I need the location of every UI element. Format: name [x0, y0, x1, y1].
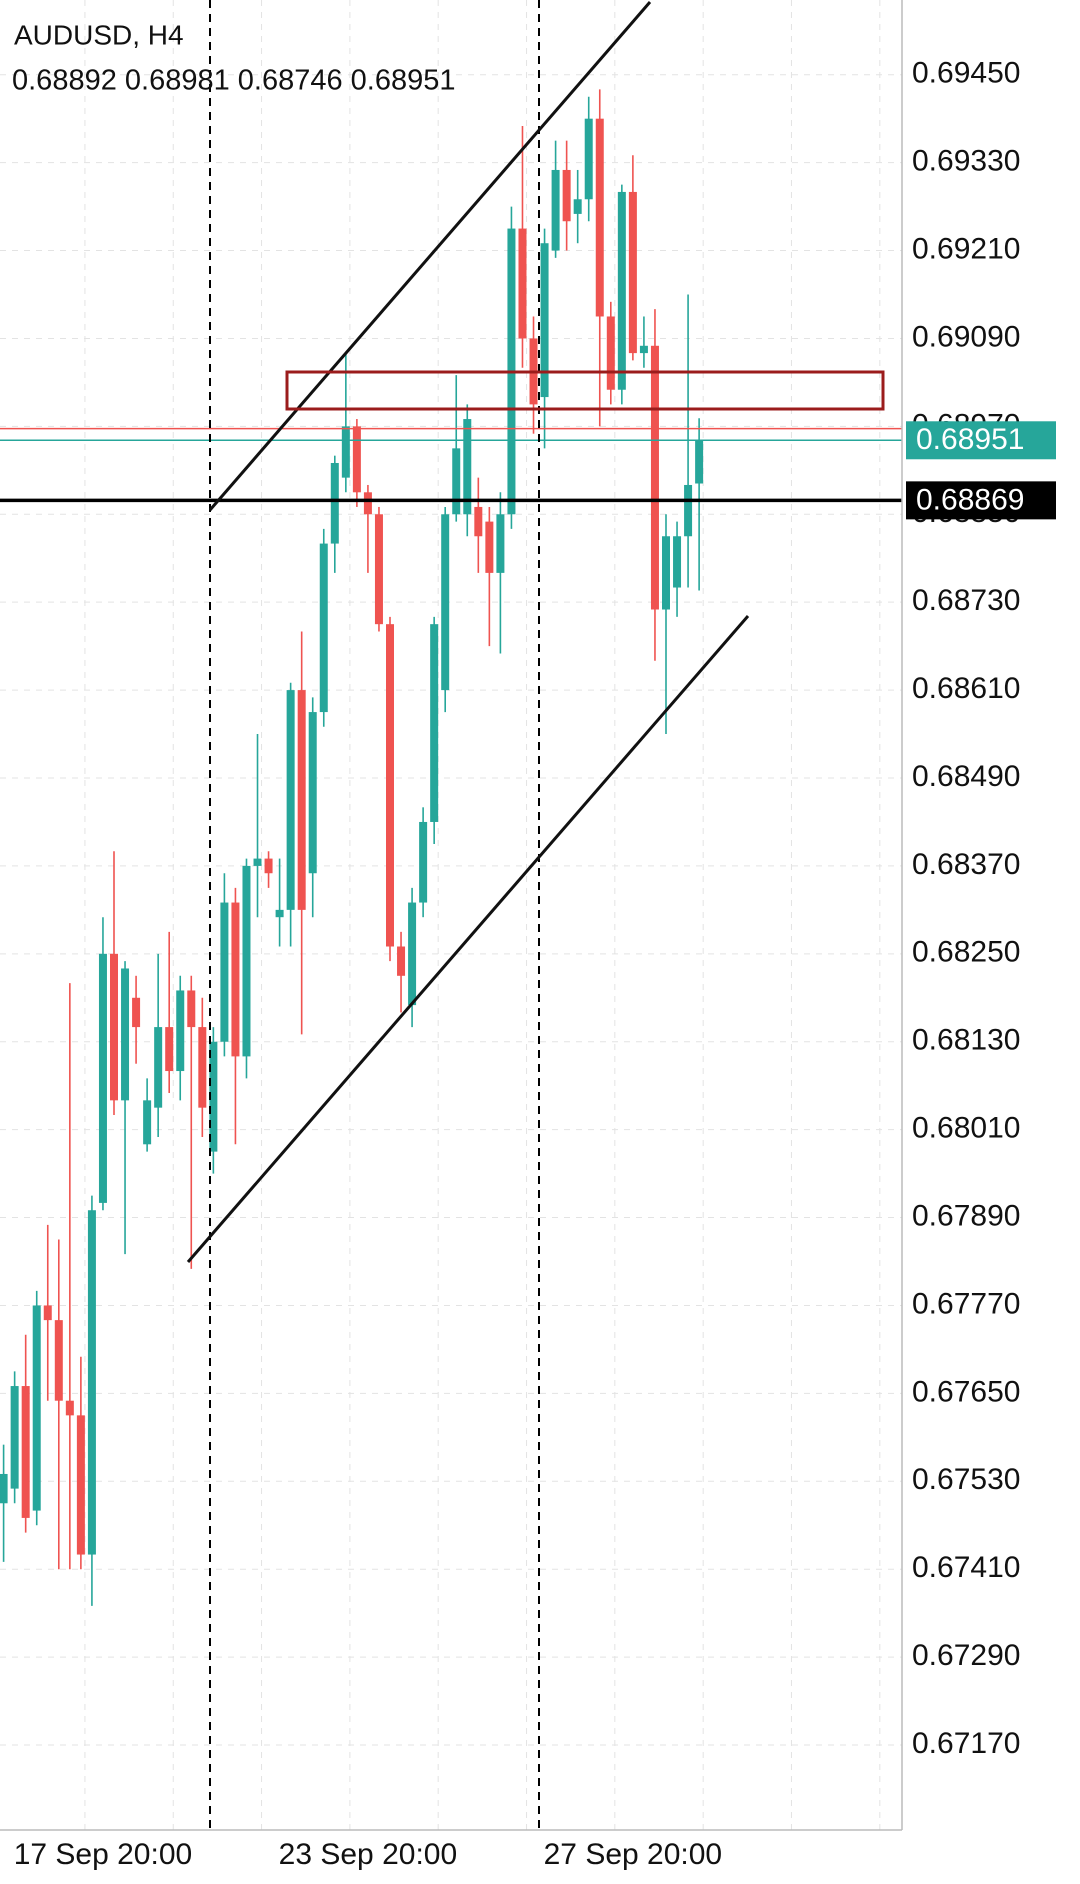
trend-line: [186, 615, 750, 1263]
y-tick-label: 0.69210: [912, 232, 1020, 265]
y-tick-label: 0.67170: [912, 1727, 1020, 1760]
y-tick-label: 0.67410: [912, 1551, 1020, 1584]
candle-body: [308, 712, 317, 874]
y-tick-label: 0.67770: [912, 1287, 1020, 1320]
y-tick-label: 0.68490: [912, 760, 1020, 793]
y-tick-label: 0.67530: [912, 1463, 1020, 1496]
y-tick-label: 0.68610: [912, 672, 1020, 705]
candle-body: [673, 536, 682, 588]
chart-title: AUDUSD, H4: [14, 19, 184, 50]
candle-body: [452, 448, 461, 515]
y-tick-label: 0.68010: [912, 1112, 1020, 1145]
candle-body: [463, 419, 472, 515]
y-tick-label: 0.68130: [912, 1024, 1020, 1057]
candle-body: [639, 345, 648, 354]
candle-body: [253, 858, 262, 866]
candle-body: [386, 624, 394, 947]
plot: [0, 89, 902, 1606]
y-tick-label: 0.68370: [912, 848, 1020, 881]
y-tick-label: 0.68730: [912, 584, 1020, 617]
candle-body: [595, 118, 604, 317]
candle-body: [54, 1320, 63, 1401]
price-label: 0.68951: [916, 423, 1024, 456]
candle-body: [330, 462, 339, 544]
y-tick-label: 0.67650: [912, 1375, 1020, 1408]
candle-body: [21, 1386, 30, 1518]
candle-body: [485, 521, 494, 573]
chart-subtitle: 0.68892 0.68981 0.68746 0.68951: [12, 65, 455, 97]
price-label-box: [906, 481, 1056, 520]
candle-body: [98, 953, 107, 1203]
candle-body: [408, 902, 417, 1006]
candle-body: [286, 690, 295, 910]
candle-body: [606, 316, 615, 390]
candle-body: [374, 514, 383, 625]
candle-body: [65, 1400, 74, 1416]
candle-body: [474, 506, 483, 537]
trend-line: [208, 1, 652, 511]
y-tick-label: 0.69450: [912, 57, 1020, 90]
candle-body: [341, 426, 350, 478]
y-tick-label: 0.68250: [912, 936, 1020, 969]
candle-body: [143, 1100, 152, 1145]
candle-body: [209, 1041, 218, 1152]
x-tick-label: 17 Sep 20:00: [14, 1838, 193, 1871]
candle-body: [264, 858, 273, 874]
x-tick-label: 23 Sep 20:00: [279, 1838, 458, 1871]
candle-body: [540, 243, 549, 398]
candle-body: [76, 1415, 85, 1555]
candle-body: [650, 345, 659, 610]
candle-body: [363, 492, 372, 515]
candle-body: [684, 484, 693, 537]
x-tick-label: 27 Sep 20:00: [544, 1838, 723, 1871]
candle-body: [573, 199, 582, 214]
overlay: 0.694500.693300.692100.690900.689700.688…: [14, 57, 1056, 1871]
y-tick-label: 0.69330: [912, 145, 1020, 178]
candle-body: [584, 118, 593, 200]
candle-body: [242, 865, 251, 1057]
candle-body: [617, 191, 626, 390]
candle-body: [43, 1305, 52, 1321]
candle-body: [198, 1027, 207, 1108]
candle-body: [628, 191, 637, 354]
y-tick-label: 0.69090: [912, 320, 1020, 353]
y-tick-label: 0.67890: [912, 1199, 1020, 1232]
candle-body: [319, 543, 328, 713]
candle-body: [275, 909, 284, 918]
price-label-box: [906, 421, 1056, 460]
candle-body: [121, 968, 130, 1101]
candle-body: [0, 1473, 8, 1504]
candle-body: [430, 624, 439, 822]
candle-body: [132, 997, 141, 1028]
candle-body: [154, 1027, 163, 1108]
candle-body: [87, 1210, 96, 1555]
candle-body: [441, 514, 450, 691]
candle-body: [10, 1386, 19, 1489]
candle-body: [297, 690, 306, 910]
candle-body: [187, 990, 196, 1028]
candle-body: [220, 902, 229, 1042]
candle-body: [110, 953, 118, 1101]
candle-body: [562, 169, 571, 222]
candle-body: [397, 946, 406, 976]
candle-body: [32, 1305, 41, 1511]
grid: [0, 0, 902, 1830]
price-label: 0.68869: [916, 483, 1024, 516]
candle-body: [695, 440, 704, 484]
candle-body: [551, 169, 560, 251]
candle-body: [352, 426, 361, 493]
candle-body: [231, 902, 240, 1057]
zone-rectangle: [285, 370, 885, 411]
candle-body: [518, 228, 527, 339]
candle-body: [176, 990, 185, 1072]
candle-body: [496, 514, 505, 573]
candle-body: [165, 1027, 174, 1072]
candle-body: [662, 536, 670, 610]
y-tick-label: 0.67290: [912, 1639, 1020, 1672]
candle-body: [419, 821, 428, 903]
